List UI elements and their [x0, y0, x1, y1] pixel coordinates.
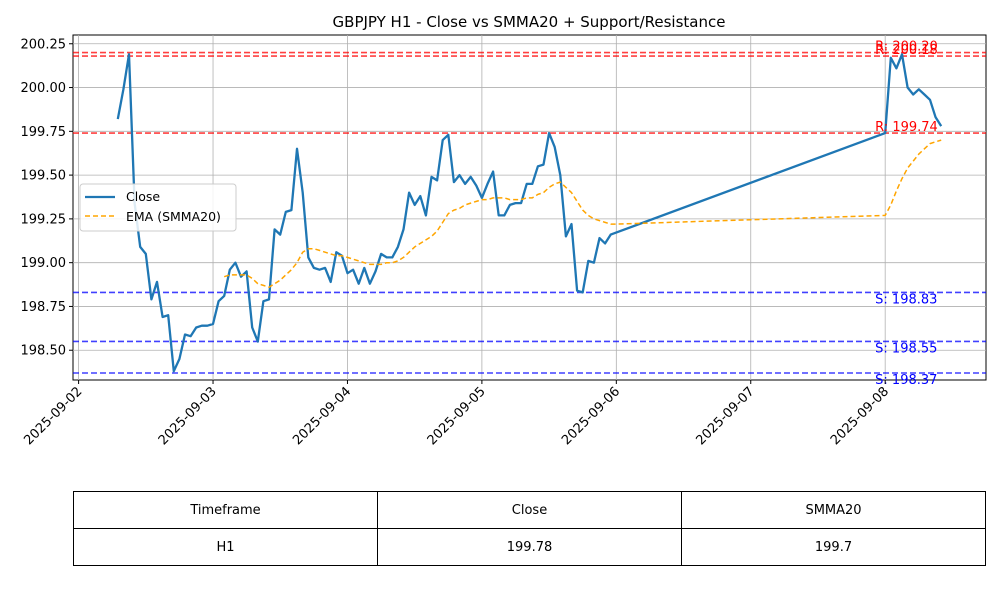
- chart-title: GBPJPY H1 - Close vs SMMA20 + Support/Re…: [333, 13, 726, 31]
- x-tick-label: 2025-09-07: [694, 384, 758, 448]
- table-header-cell: Close: [377, 491, 682, 529]
- y-tick-label: 198.75: [21, 300, 67, 315]
- x-tick-label: 2025-09-08: [828, 384, 892, 448]
- legend: Close EMA (SMMA20): [79, 183, 237, 232]
- resistance-label: R: 200.20: [875, 40, 938, 55]
- x-tick-label: 2025-09-03: [156, 384, 220, 448]
- level-labels: R: 200.20R: 200.18 R: 199.74 S: 198.83 S: 1…: [875, 40, 938, 388]
- series-lines: [116, 53, 943, 373]
- table-header-row: Timeframe Close SMMA20: [73, 491, 986, 529]
- support-label: S: 198.83: [875, 292, 937, 307]
- y-axis-ticks: 198.50 198.75 199.00 199.25 199.50 199.75 200.…: [21, 37, 73, 359]
- x-tick-label: 2025-09-04: [290, 384, 354, 448]
- x-tick-label: 2025-09-06: [559, 384, 623, 448]
- y-tick-label: 200.00: [21, 81, 67, 96]
- close-series-line: [116, 53, 943, 373]
- y-tick-label: 199.00: [21, 256, 67, 271]
- y-tick-label: 200.25: [21, 37, 67, 52]
- resistance-label: R: 200.18: [875, 43, 938, 58]
- y-tick-label: 198.50: [21, 344, 67, 359]
- support-resistance-levels: [73, 51, 986, 374]
- chart: GBPJPY H1 - Close vs SMMA20 + Support/Re…: [21, 13, 987, 448]
- x-tick-label: 2025-09-05: [425, 384, 489, 448]
- y-tick-label: 199.25: [21, 212, 67, 227]
- table-header-cell: SMMA20: [681, 491, 986, 529]
- legend-smma-label: EMA (SMMA20): [126, 209, 221, 224]
- x-axis-ticks: 2025-09-02 2025-09-03 2025-09-04 2025-09-05…: [21, 380, 892, 448]
- legend-box: [79, 183, 237, 232]
- summary-table: Timeframe Close SMMA20 H1 199.78 199.7: [73, 491, 986, 566]
- table-cell: 199.7: [681, 528, 986, 566]
- resistance-label: R: 199.74: [875, 120, 938, 135]
- y-tick-label: 199.50: [21, 169, 67, 184]
- table-row: H1 199.78 199.7: [73, 528, 986, 566]
- table-header-cell: Timeframe: [73, 491, 378, 529]
- legend-close-label: Close: [126, 189, 160, 204]
- support-label: S: 198.37: [875, 373, 937, 388]
- support-label: S: 198.55: [875, 341, 937, 356]
- smma20-series-line: [223, 139, 942, 288]
- table-cell: 199.78: [377, 528, 682, 566]
- plot-frame: [72, 34, 987, 381]
- table-cell: H1: [73, 528, 378, 566]
- y-tick-label: 199.75: [21, 125, 67, 140]
- x-tick-label: 2025-09-02: [21, 384, 85, 448]
